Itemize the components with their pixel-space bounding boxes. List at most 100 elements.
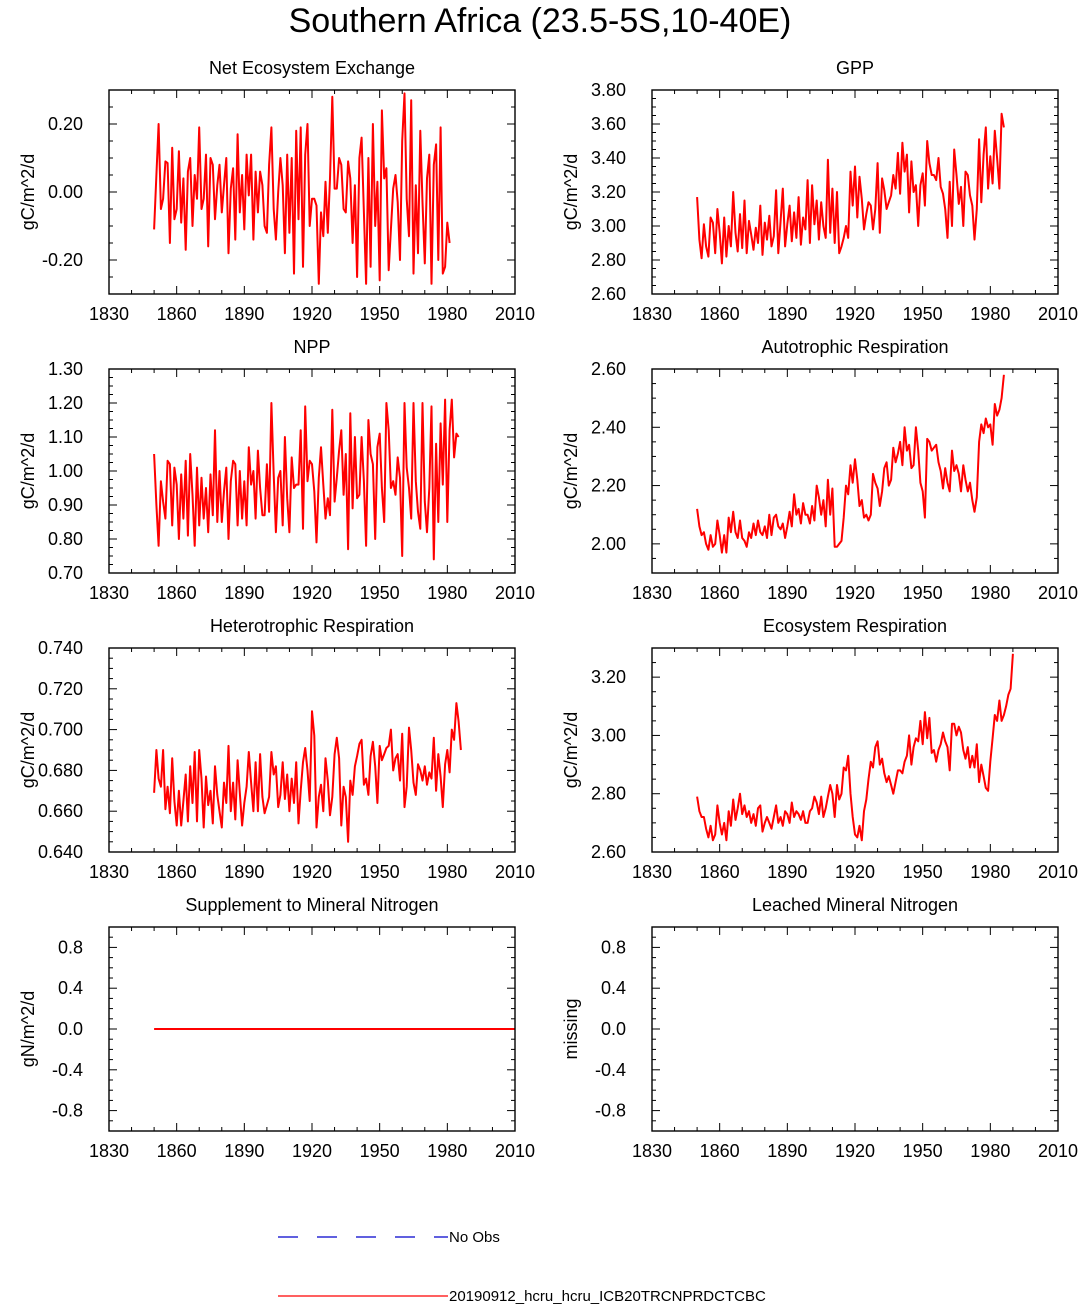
x-tick-label: 2010	[495, 583, 535, 603]
y-axis-label-npp: gC/m^2/d	[18, 433, 38, 509]
y-tick-label: 1.00	[48, 461, 83, 481]
x-tick-label: 1860	[157, 304, 197, 324]
x-tick-label: 1860	[700, 862, 740, 882]
x-tick-label: 1830	[89, 862, 129, 882]
panel-title-ar: Autotrophic Respiration	[761, 337, 948, 357]
plot-frame-lmn	[651, 926, 1059, 1132]
panel-title-gpp: GPP	[836, 58, 874, 78]
plot-frame-gpp	[651, 89, 1059, 295]
legend-label-model: 20190912_hcru_hcru_ICB20TRCNPRDCTCBC	[449, 1288, 766, 1305]
x-tick-label: 1920	[292, 304, 332, 324]
panel-title-npp: NPP	[293, 337, 330, 357]
y-tick-label: 3.20	[591, 182, 626, 202]
x-tick-label: 1980	[970, 583, 1010, 603]
y-tick-label: 2.60	[591, 842, 626, 862]
y-tick-label: 0.640	[38, 842, 83, 862]
panel-title-smn: Supplement to Mineral Nitrogen	[185, 895, 438, 915]
y-tick-label: -0.8	[595, 1101, 626, 1121]
x-tick-label: 1830	[89, 1141, 129, 1161]
x-tick-label: 1950	[903, 304, 943, 324]
y-tick-label: 2.80	[591, 250, 626, 270]
x-tick-label: 1950	[903, 862, 943, 882]
y-tick-label: 0.700	[38, 720, 83, 740]
x-tick-label: 1830	[89, 304, 129, 324]
y-tick-label: 0.70	[48, 563, 83, 583]
x-tick-label: 1980	[970, 862, 1010, 882]
x-tick-label: 1920	[292, 862, 332, 882]
y-tick-label: 2.80	[591, 784, 626, 804]
panel-lmn: Leached Mineral Nitrogen missing 1830 1860 1…	[561, 895, 1078, 1161]
x-tick-label: 2010	[495, 1141, 535, 1161]
series-line-er	[696, 653, 1014, 842]
x-tick-label: 1920	[835, 862, 875, 882]
y-tick-label: 2.60	[591, 284, 626, 304]
y-tick-label: 1.10	[48, 427, 83, 447]
x-tick-label: 1980	[427, 1141, 467, 1161]
x-tick-label: 1890	[767, 583, 807, 603]
y-axis-label-ar: gC/m^2/d	[561, 433, 581, 509]
x-tick-label: 1980	[970, 304, 1010, 324]
x-tick-label: 1830	[632, 1141, 672, 1161]
x-tick-label: 1980	[970, 1141, 1010, 1161]
y-tick-label: 3.60	[591, 114, 626, 134]
panel-er: Ecosystem Respiration gC/m^2/d 1830 1860 189…	[561, 616, 1078, 882]
x-tick-label: 1890	[224, 1141, 264, 1161]
x-tick-label: 1980	[427, 862, 467, 882]
y-axis-label-gpp: gC/m^2/d	[561, 154, 581, 230]
x-tick-label: 1860	[700, 1141, 740, 1161]
y-axis-label-hr: gC/m^2/d	[18, 712, 38, 788]
y-axis-label-lmn: missing	[561, 998, 581, 1059]
panel-gpp: GPP gC/m^2/d 1830 1860 1890 1920 1950 1980 2010 2…	[561, 58, 1078, 324]
y-tick-label: 1.30	[48, 359, 83, 379]
plot-frame-hr	[108, 647, 516, 853]
x-tick-label: 1980	[427, 304, 467, 324]
x-tick-label: 2010	[1038, 862, 1078, 882]
y-tick-label: 0.4	[601, 978, 626, 998]
y-tick-label: 0.90	[48, 495, 83, 515]
y-tick-label: 2.60	[591, 359, 626, 379]
x-tick-label: 1890	[224, 862, 264, 882]
x-tick-label: 1920	[292, 583, 332, 603]
x-tick-label: 1830	[632, 862, 672, 882]
y-tick-label: 0.680	[38, 760, 83, 780]
panel-npp: NPP gC/m^2/d 1830 1860 1890 1920 1950 1980 2010 0…	[18, 337, 535, 603]
y-tick-label: 2.40	[591, 417, 626, 437]
y-tick-label: 2.20	[591, 476, 626, 496]
x-tick-label: 2010	[1038, 1141, 1078, 1161]
legend: No Obs 20190912_hcru_hcru_ICB20TRCNPRDCT…	[278, 1229, 766, 1305]
x-tick-label: 1860	[157, 862, 197, 882]
x-tick-label: 1920	[835, 304, 875, 324]
y-tick-label: 2.00	[591, 534, 626, 554]
x-tick-label: 1950	[360, 1141, 400, 1161]
x-tick-label: 2010	[1038, 304, 1078, 324]
y-tick-label: 0.0	[601, 1019, 626, 1039]
panel-smn: Supplement to Mineral Nitrogen gN/m^2/d 18…	[18, 895, 535, 1161]
x-tick-label: 1950	[360, 304, 400, 324]
x-tick-label: 1920	[835, 1141, 875, 1161]
x-tick-label: 1860	[700, 304, 740, 324]
plot-frame-smn	[108, 926, 516, 1132]
y-tick-label: -0.4	[595, 1060, 626, 1080]
x-tick-label: 1860	[157, 583, 197, 603]
x-tick-label: 1920	[292, 1141, 332, 1161]
y-tick-label: 0.00	[48, 182, 83, 202]
x-tick-label: 1890	[767, 1141, 807, 1161]
x-tick-label: 1890	[767, 304, 807, 324]
panel-title-nee: Net Ecosystem Exchange	[209, 58, 415, 78]
y-tick-label: 1.20	[48, 393, 83, 413]
x-tick-label: 2010	[495, 862, 535, 882]
panels-group: Net Ecosystem Exchange gC/m^2/d 1830 1860 18…	[18, 58, 1078, 1161]
panel-title-er: Ecosystem Respiration	[763, 616, 947, 636]
x-tick-label: 1830	[632, 583, 672, 603]
y-axis-label-smn: gN/m^2/d	[18, 991, 38, 1067]
y-tick-label: 0.740	[38, 638, 83, 658]
panel-ar: Autotrophic Respiration gC/m^2/d 1830 1860 1…	[561, 337, 1078, 603]
x-tick-label: 1890	[767, 862, 807, 882]
x-tick-label: 1830	[89, 583, 129, 603]
y-tick-label: 0.8	[58, 937, 83, 957]
y-tick-label: 0.4	[58, 978, 83, 998]
x-tick-label: 1830	[632, 304, 672, 324]
y-tick-label: 3.20	[591, 667, 626, 687]
